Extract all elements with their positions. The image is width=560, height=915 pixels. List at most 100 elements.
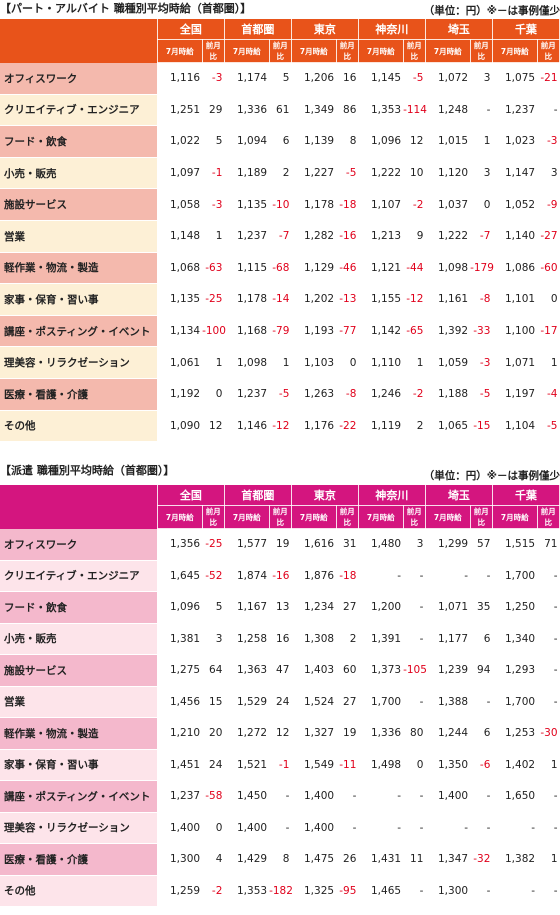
diff-cell: - — [470, 94, 493, 127]
diff-cell: 8 — [269, 843, 292, 876]
wage-cell: 1,258 — [224, 623, 270, 655]
diff-cell: 0 — [403, 749, 426, 781]
region-header: 埼玉 — [424, 484, 493, 506]
wage-cell: 1,140 — [492, 220, 538, 253]
wage-cell: 1,101 — [492, 283, 538, 316]
table-row: フード・飲食 1,096 5 1,167 13 1,234 27 1,200-1,071 35 1… — [0, 591, 560, 624]
wage-cell: 1,382 — [492, 843, 538, 876]
diff-cell: 86 — [336, 94, 359, 127]
diff-cell: -22 — [336, 410, 359, 443]
wage-cell: 1,400 — [157, 812, 203, 844]
diff-cell: 5 — [269, 62, 292, 95]
diff-cell: - — [470, 686, 493, 718]
diff-cell: - — [537, 591, 560, 624]
diff-cell: -8 — [336, 378, 359, 411]
diff-cell: - — [403, 780, 426, 813]
diff-cell: 0 — [470, 188, 493, 221]
wage-cell: 1,110 — [358, 346, 404, 379]
diff-cell: -60 — [537, 252, 560, 285]
diff-cell: 1 — [202, 220, 225, 253]
diff-subheader: 前月比 — [469, 505, 493, 529]
wage-cell: 1,263 — [291, 378, 337, 411]
diff-cell: 0 — [202, 812, 225, 844]
wage-cell: 1,052 — [492, 188, 538, 221]
diff-cell: 24 — [269, 686, 292, 718]
wage-cell: 1,282 — [291, 220, 337, 253]
wage-cell: 1,061 — [157, 346, 203, 379]
wage-cell: 1,090 — [157, 410, 203, 443]
wage-cell: 1,465 — [358, 875, 404, 907]
diff-cell: - — [470, 560, 493, 592]
wage-cell: 1,450 — [224, 780, 270, 813]
wage-cell: 1,293 — [492, 654, 538, 687]
wage-cell: 1,392 — [425, 315, 471, 348]
table-row: オフィスワーク 1,116 -3 1,174 5 1,206 16 1,145 -5 1,072 3… — [0, 62, 560, 95]
category-label: オフィスワーク — [0, 62, 158, 95]
dispatch-wage-table: 全国 首都圏 東京 神奈川 埼玉 千葉 7月時給 前月比 7月時給 前月比 7月時給 前月比 7月時給前… — [0, 484, 560, 907]
wage-cell: 1,210 — [157, 717, 203, 750]
diff-subheader: 前月比 — [335, 39, 359, 63]
dispatch-section: 【派遣 職種別平均時給（首都圏）】 （単位：円）※－は事例僅少 全国 首都圏 東京神… — [0, 462, 560, 907]
region-header: 神奈川 — [357, 18, 426, 40]
diff-cell: -15 — [470, 410, 493, 443]
wage-cell: 1,700 — [492, 686, 538, 718]
category-label: 施設サービス — [0, 188, 158, 221]
diff-cell: 3 — [403, 528, 426, 561]
diff-cell: -46 — [336, 252, 359, 285]
diff-cell: 11 — [403, 843, 426, 876]
wage-cell: 1,192 — [157, 378, 203, 411]
wage-cell: 1,874 — [224, 560, 270, 592]
diff-cell: -44 — [403, 252, 426, 285]
diff-cell: 80 — [403, 717, 426, 750]
diff-cell: 57 — [470, 528, 493, 561]
diff-subheader: 前月比 — [402, 505, 426, 529]
wage-cell: 1,700 — [492, 560, 538, 592]
wage-cell: 1,529 — [224, 686, 270, 718]
region-header: 全国 — [156, 484, 225, 506]
wage-cell: 1,116 — [157, 62, 203, 95]
wage-cell: 1,119 — [358, 410, 404, 443]
diff-cell: - — [537, 686, 560, 718]
wage-cell: 1,146 — [224, 410, 270, 443]
wage-cell: 1,023 — [492, 125, 538, 158]
region-header: 千葉 — [491, 18, 560, 40]
category-label: 理美容・リラクゼーション — [0, 346, 158, 379]
wage-cell: 1,075 — [492, 62, 538, 95]
wage-cell: 1,237 — [224, 220, 270, 253]
diff-cell: 1 — [202, 346, 225, 379]
category-label: クリエイティブ・エンジニア — [0, 94, 158, 127]
wage-cell: 1,167 — [224, 591, 270, 624]
wage-subheader: 7月時給 — [424, 505, 471, 529]
category-label: フード・飲食 — [0, 591, 158, 624]
diff-cell: -25 — [202, 283, 225, 316]
wage-cell: 1,431 — [358, 843, 404, 876]
diff-cell: - — [470, 812, 493, 844]
wage-cell: 1,350 — [425, 749, 471, 781]
region-header: 首都圏 — [223, 484, 292, 506]
table-row: 軽作業・物流・製造 1,068 -63 1,115 -68 1,129 -46 1,121 -4… — [0, 252, 560, 285]
diff-cell: -9 — [537, 188, 560, 221]
wage-cell: 1,161 — [425, 283, 471, 316]
category-label: 医療・看護・介護 — [0, 843, 158, 876]
wage-cell: 1,096 — [358, 125, 404, 158]
wage-cell: 1,480 — [358, 528, 404, 561]
diff-cell: -21 — [537, 62, 560, 95]
diff-cell: -7 — [470, 220, 493, 253]
table-row: 家事・保育・習い事 1,451 24 1,521 -1 1,549 -11 1,498 0 1,3… — [0, 749, 560, 781]
wage-cell: - — [492, 875, 538, 907]
wage-cell: 1,336 — [224, 94, 270, 127]
wage-subheader: 7月時給 — [357, 39, 404, 63]
wage-subheader: 7月時給 — [223, 39, 270, 63]
diff-cell: -3 — [470, 346, 493, 379]
diff-cell: -114 — [403, 94, 427, 127]
diff-cell: -16 — [336, 220, 359, 253]
dispatch-unit-note: （単位：円）※－は事例僅少 — [423, 470, 560, 482]
wage-cell: 1,072 — [425, 62, 471, 95]
wage-cell: - — [358, 560, 404, 592]
table-row: 理美容・リラクゼーション 1,400 0 1,400-1,400- - - - - - - — [0, 812, 560, 844]
diff-cell: 12 — [269, 717, 292, 750]
diff-cell: -5 — [403, 62, 426, 95]
diff-cell: - — [537, 780, 560, 813]
table-row: 家事・保育・習い事 1,135 -25 1,178 -14 1,202 -13 1,155 -1… — [0, 283, 560, 316]
part-time-title: 【パート・アルバイト 職種別平均時給（首都圏）】 — [0, 2, 252, 15]
